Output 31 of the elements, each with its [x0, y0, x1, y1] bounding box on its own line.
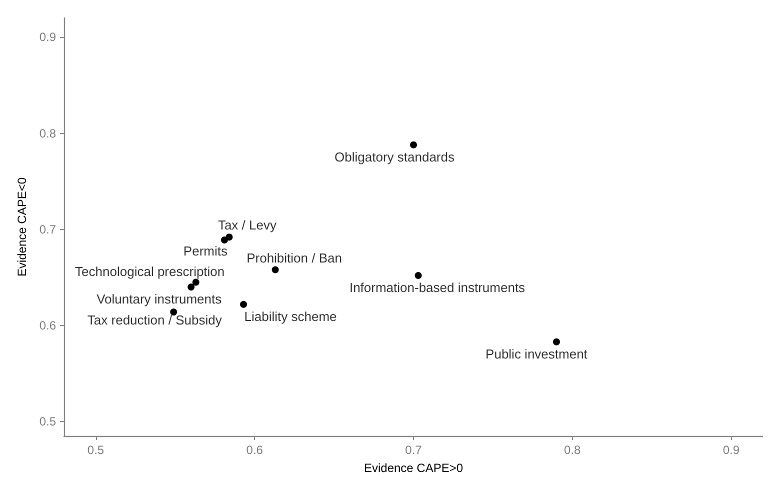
- annotation: Prohibition / Ban: [246, 250, 342, 266]
- x-tick-label: 0.6: [246, 443, 264, 457]
- point: [170, 308, 178, 316]
- point: [414, 272, 422, 280]
- point: [220, 236, 228, 244]
- point: [410, 141, 417, 148]
- x-axis-title: Evidence CAPE>0: [364, 461, 464, 475]
- x-tick-label: 0.9: [722, 443, 740, 457]
- annotation: Liability scheme: [244, 308, 337, 324]
- annotation: Information-based instruments: [349, 280, 526, 296]
- x-tick-label: 0.5: [87, 443, 104, 457]
- annotation: Voluntary instruments: [96, 292, 222, 307]
- y-tick-label: 0.8: [39, 126, 56, 140]
- point: [188, 284, 195, 291]
- annotation: Tax reduction / Subsidy: [87, 312, 222, 328]
- y-tick-label: 0.6: [39, 318, 56, 332]
- point: [272, 266, 279, 274]
- annotation: Technological prescription: [75, 264, 225, 279]
- annotation: Obligatory standards: [334, 149, 455, 164]
- point: [552, 338, 560, 346]
- annotation: Tax / Levy: [218, 218, 277, 233]
- y-axis-title: Evidence CAPE<0: [15, 177, 29, 277]
- annotation: Permits: [183, 243, 228, 258]
- x-tick-label: 0.7: [405, 443, 422, 457]
- x-tick-label: 0.8: [564, 443, 582, 457]
- point: [192, 278, 200, 286]
- annotation: Public investment: [486, 346, 588, 362]
- y-tick-label: 0.7: [39, 222, 56, 236]
- y-tick-label: 0.5: [39, 414, 56, 429]
- point: [240, 300, 248, 308]
- y-tick-label: 0.9: [39, 30, 56, 44]
